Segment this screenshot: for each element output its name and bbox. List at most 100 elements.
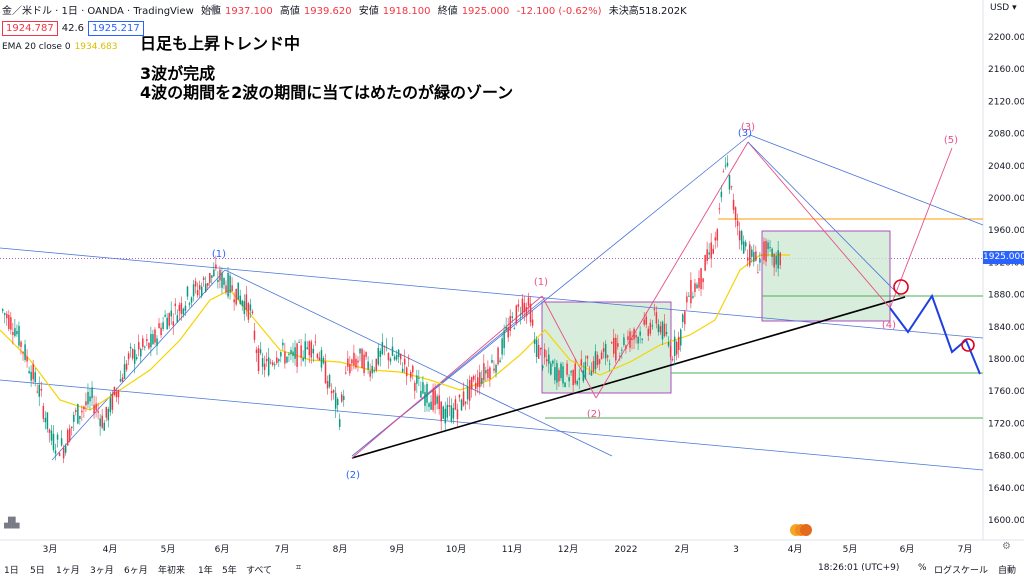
candle-body [671, 359, 674, 361]
bottom-toolbar: 1日 5日 1ヶ月 3ヶ月 6ヶ月 年初来 1年 5年 すべて ⌗ 18:26:… [0, 563, 1024, 574]
candle-body [259, 349, 262, 354]
wave-line [889, 147, 953, 309]
candle-body [302, 357, 304, 361]
candle-body [712, 248, 714, 254]
wave-line [541, 295, 597, 399]
candle-body [446, 404, 449, 418]
candle-body [763, 241, 765, 261]
candle-body [527, 297, 530, 306]
spread-value: 42.6 [61, 23, 84, 34]
percent-toggle[interactable]: % [918, 563, 927, 573]
calendar-icon[interactable]: ⌗ [296, 563, 302, 573]
candle-body [93, 404, 95, 414]
candle-body [288, 353, 290, 355]
candle-body [223, 278, 225, 285]
x-tick-label: 12月 [558, 544, 578, 555]
candle-body [631, 338, 633, 340]
candle-body [724, 165, 727, 167]
range-all[interactable]: すべて [246, 566, 273, 574]
symbol-title[interactable]: 金／米ドル · 1日 · OANDA · TradingView [2, 6, 194, 17]
candle-body [667, 342, 670, 346]
candle-body [619, 356, 621, 358]
wave-line [747, 141, 891, 309]
candle-body [83, 406, 85, 410]
candle-body [412, 365, 414, 373]
candle-body [690, 279, 692, 304]
candle-body [213, 269, 215, 277]
candle-body [564, 382, 566, 388]
candle-body [759, 258, 761, 263]
candle-body [231, 285, 233, 292]
candle-body [81, 410, 83, 413]
candle-body [722, 171, 725, 173]
ema-label: EMA 20 close 0 [2, 42, 71, 52]
candle-body [617, 343, 619, 347]
currency-selector[interactable]: USD ▾ [990, 3, 1017, 13]
candle-body [523, 302, 526, 313]
candle-body [142, 338, 144, 347]
range-3m[interactable]: 3ヶ月 [90, 566, 114, 574]
candle-body [40, 388, 43, 391]
candle-body [659, 326, 662, 333]
tradingview-logo-icon[interactable]: ▟▙ [4, 518, 20, 529]
range-6m[interactable]: 6ヶ月 [124, 566, 148, 574]
wave-label: (1) [212, 249, 226, 260]
candle-body [550, 363, 552, 375]
candle-body [341, 394, 343, 402]
range-5y[interactable]: 5年 [222, 566, 237, 574]
candle-body [304, 341, 306, 359]
candle-body [292, 351, 294, 356]
auto-toggle[interactable]: 自動 [998, 566, 1017, 574]
candle-body [107, 408, 110, 421]
candle-body [377, 347, 380, 365]
candle-body [657, 324, 660, 333]
candle-body [150, 334, 152, 348]
candle-body [64, 445, 67, 453]
candle-body [336, 398, 339, 406]
candle-body [310, 341, 313, 358]
range-1d[interactable]: 1日 [4, 566, 19, 574]
candle-body [552, 360, 554, 364]
ema-legend[interactable]: EMA 20 close 0 1934.683 [2, 42, 118, 52]
bid-button[interactable]: 1924.787 [2, 21, 58, 36]
unsettled-value: 未決高518.202K [608, 6, 687, 17]
candle-body [71, 426, 73, 429]
range-5d[interactable]: 5日 [30, 566, 45, 574]
candle-body [710, 242, 712, 259]
candle-body [675, 341, 678, 355]
candle-body [744, 242, 747, 247]
candle-body [684, 311, 686, 325]
gear-icon[interactable]: ⚙ [1002, 541, 1011, 552]
black-trendline [351, 296, 906, 459]
candle-body [405, 367, 408, 377]
range-ytd[interactable]: 年初来 [158, 566, 186, 574]
clock-time[interactable]: 18:26:01 (UTC+9) [818, 563, 900, 573]
candle-body [779, 252, 781, 266]
candle-body [460, 399, 463, 411]
candle-body [227, 272, 229, 297]
eye-icon[interactable]: ◉ [210, 3, 219, 14]
range-1m[interactable]: 1ヶ月 [56, 566, 80, 574]
candle-body [188, 303, 191, 305]
candle-body [592, 361, 595, 372]
candle-body [357, 360, 359, 363]
y-tick-label: 2040.000 [988, 162, 1024, 172]
candle-body [375, 358, 378, 371]
candle-body [164, 314, 166, 317]
candle-body [334, 392, 337, 409]
candle-body [351, 359, 353, 364]
candle-body [501, 338, 503, 355]
log-toggle[interactable]: ログスケール [934, 566, 989, 574]
candle-body [639, 331, 641, 336]
candle-body [430, 401, 432, 410]
candle-body [369, 371, 371, 377]
range-1y[interactable]: 1年 [198, 566, 213, 574]
candle-body [87, 391, 89, 405]
ask-button[interactable]: 1925.217 [87, 21, 144, 36]
candle-body [280, 352, 282, 357]
low-value: 1918.100 [382, 6, 431, 17]
candle-body [442, 406, 445, 419]
candle-body [257, 348, 260, 372]
